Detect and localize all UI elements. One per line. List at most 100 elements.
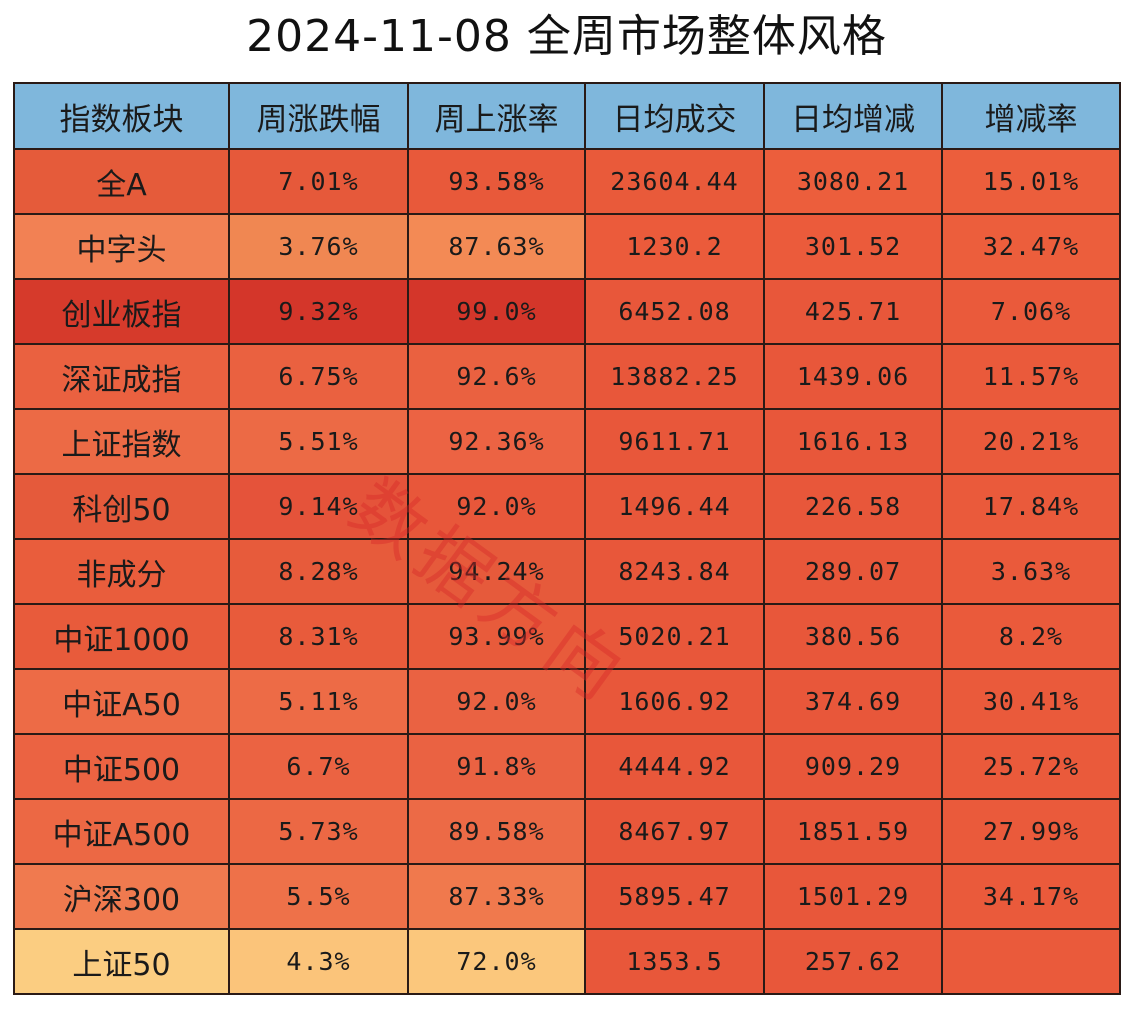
table-cell: 32.47% (941, 213, 1121, 280)
table-cell: 1851.59 (763, 798, 943, 865)
table-cell: 89.58% (407, 798, 586, 865)
table-cell: 34.17% (941, 863, 1121, 930)
table-cell: 226.58 (763, 473, 943, 540)
row-label: 中证500 (13, 733, 230, 800)
table-cell: 3080.21 (763, 148, 943, 215)
row-label: 科创50 (13, 473, 230, 540)
table-cell: 9611.71 (584, 408, 765, 475)
table-cell: 1230.2 (584, 213, 765, 280)
row-label: 中证1000 (13, 603, 230, 670)
table-row: 创业板指 9.32% 99.0% 6452.08 425.71 7.06% (13, 278, 1121, 345)
row-label: 上证50 (13, 928, 230, 995)
table-cell: 27.99% (941, 798, 1121, 865)
table-row: 非成分 8.28% 94.24% 8243.84 289.07 3.63% (13, 538, 1121, 605)
header-row: 指数板块 周涨跌幅 周上涨率 日均成交 日均增减 增减率 (13, 82, 1121, 150)
row-label: 中证A50 (13, 668, 230, 735)
table-cell: 374.69 (763, 668, 943, 735)
table-cell: 257.62 (763, 928, 943, 995)
table-cell: 909.29 (763, 733, 943, 800)
table-cell: 7.01% (228, 148, 409, 215)
row-label: 中字头 (13, 213, 230, 280)
table-title: 2024-11-08 全周市场整体风格 (246, 11, 887, 62)
table-cell: 4.3% (228, 928, 409, 995)
table-cell: 8.31% (228, 603, 409, 670)
row-label: 上证指数 (13, 408, 230, 475)
table-cell: 301.52 (763, 213, 943, 280)
table-cell: 5.5% (228, 863, 409, 930)
table-cell: 72.0% (407, 928, 586, 995)
table-row: 中证500 6.7% 91.8% 4444.92 909.29 25.72% (13, 733, 1121, 800)
table-row: 科创50 9.14% 92.0% 1496.44 226.58 17.84% (13, 473, 1121, 540)
table-row: 全A 7.01% 93.58% 23604.44 3080.21 15.01% (13, 148, 1121, 215)
table-cell: 92.0% (407, 473, 586, 540)
table-row: 上证指数 5.51% 92.36% 9611.71 1616.13 20.21% (13, 408, 1121, 475)
table-cell: 5020.21 (584, 603, 765, 670)
row-label: 沪深300 (13, 863, 230, 930)
table-row: 沪深300 5.5% 87.33% 5895.47 1501.29 34.17% (13, 863, 1121, 930)
table-cell: 25.72% (941, 733, 1121, 800)
table-cell: 4444.92 (584, 733, 765, 800)
table-cell: 289.07 (763, 538, 943, 605)
market-style-table: 指数板块 周涨跌幅 周上涨率 日均成交 日均增减 增减率 全A 7.01% 93.58% 236… (13, 82, 1121, 995)
row-label: 中证A500 (13, 798, 230, 865)
row-label: 非成分 (13, 538, 230, 605)
table-cell: 5.73% (228, 798, 409, 865)
row-label: 深证成指 (13, 343, 230, 410)
table-cell (941, 928, 1121, 995)
column-header: 增减率 (941, 82, 1121, 150)
table-cell: 9.14% (228, 473, 409, 540)
table-cell: 8.28% (228, 538, 409, 605)
table-cell: 92.36% (407, 408, 586, 475)
table-cell: 6.7% (228, 733, 409, 800)
table-cell: 93.99% (407, 603, 586, 670)
table-cell: 20.21% (941, 408, 1121, 475)
table-cell: 1496.44 (584, 473, 765, 540)
table-cell: 6.75% (228, 343, 409, 410)
table-cell: 3.76% (228, 213, 409, 280)
column-header: 日均增减 (763, 82, 943, 150)
table-cell: 5895.47 (584, 863, 765, 930)
table-cell: 1353.5 (584, 928, 765, 995)
table-cell: 30.41% (941, 668, 1121, 735)
table-cell: 11.57% (941, 343, 1121, 410)
table-row: 深证成指 6.75% 92.6% 13882.25 1439.06 11.57% (13, 343, 1121, 410)
table-row: 中证A500 5.73% 89.58% 8467.97 1851.59 27.99% (13, 798, 1121, 865)
table-cell: 1606.92 (584, 668, 765, 735)
table-row: 中字头 3.76% 87.63% 1230.2 301.52 32.47% (13, 213, 1121, 280)
table-cell: 87.63% (407, 213, 586, 280)
table-cell: 8243.84 (584, 538, 765, 605)
row-label: 创业板指 (13, 278, 230, 345)
table-cell: 91.8% (407, 733, 586, 800)
table-cell: 8.2% (941, 603, 1121, 670)
table-cell: 17.84% (941, 473, 1121, 540)
table-cell: 15.01% (941, 148, 1121, 215)
table-cell: 3.63% (941, 538, 1121, 605)
table-cell: 7.06% (941, 278, 1121, 345)
table-cell: 9.32% (228, 278, 409, 345)
table-cell: 425.71 (763, 278, 943, 345)
table-cell: 93.58% (407, 148, 586, 215)
table-cell: 1501.29 (763, 863, 943, 930)
table-cell: 23604.44 (584, 148, 765, 215)
data-table-container: 指数板块 周涨跌幅 周上涨率 日均成交 日均增减 增减率 全A 7.01% 93.58% 236… (13, 82, 1121, 995)
table-cell: 6452.08 (584, 278, 765, 345)
table-cell: 87.33% (407, 863, 586, 930)
table-cell: 1439.06 (763, 343, 943, 410)
table-cell: 1616.13 (763, 408, 943, 475)
table-row: 中证A50 5.11% 92.0% 1606.92 374.69 30.41% (13, 668, 1121, 735)
table-cell: 99.0% (407, 278, 586, 345)
table-cell: 92.6% (407, 343, 586, 410)
table-row: 上证50 4.3% 72.0% 1353.5 257.62 (13, 928, 1121, 995)
column-header: 周涨跌幅 (228, 82, 409, 150)
table-cell: 13882.25 (584, 343, 765, 410)
column-header: 日均成交 (584, 82, 765, 150)
table-cell: 380.56 (763, 603, 943, 670)
table-cell: 92.0% (407, 668, 586, 735)
column-header: 周上涨率 (407, 82, 586, 150)
table-cell: 8467.97 (584, 798, 765, 865)
table-cell: 5.51% (228, 408, 409, 475)
table-row: 中证1000 8.31% 93.99% 5020.21 380.56 8.2% (13, 603, 1121, 670)
table-cell: 94.24% (407, 538, 586, 605)
row-label: 全A (13, 148, 230, 215)
table-cell: 5.11% (228, 668, 409, 735)
